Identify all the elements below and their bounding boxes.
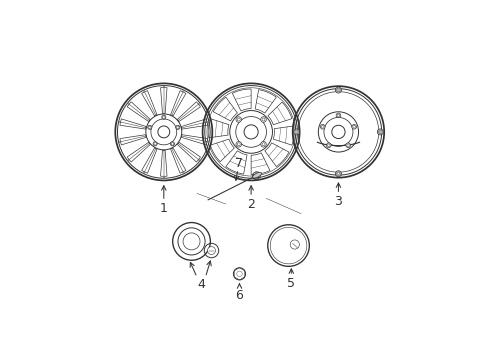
Circle shape xyxy=(183,172,184,174)
Circle shape xyxy=(294,129,299,135)
Circle shape xyxy=(176,125,180,130)
Circle shape xyxy=(171,142,174,146)
Circle shape xyxy=(119,141,120,143)
Circle shape xyxy=(377,129,383,135)
Circle shape xyxy=(148,125,152,130)
Text: 5: 5 xyxy=(287,277,295,290)
Circle shape xyxy=(163,116,165,118)
Circle shape xyxy=(153,142,157,146)
Circle shape xyxy=(148,126,151,129)
Circle shape xyxy=(336,87,342,93)
Circle shape xyxy=(207,121,209,122)
Ellipse shape xyxy=(252,172,262,178)
Text: 4: 4 xyxy=(197,278,205,291)
Circle shape xyxy=(158,126,170,138)
Circle shape xyxy=(337,88,340,92)
Circle shape xyxy=(320,125,325,129)
Circle shape xyxy=(128,159,129,161)
Circle shape xyxy=(321,126,324,128)
Circle shape xyxy=(295,131,297,133)
Circle shape xyxy=(171,143,174,145)
Text: 7: 7 xyxy=(235,157,243,170)
Circle shape xyxy=(336,171,342,177)
Circle shape xyxy=(163,177,165,178)
Circle shape xyxy=(326,143,331,148)
Circle shape xyxy=(237,143,240,146)
Circle shape xyxy=(378,130,382,134)
Circle shape xyxy=(244,125,258,139)
Circle shape xyxy=(338,173,340,175)
Circle shape xyxy=(338,89,340,91)
Circle shape xyxy=(290,240,299,249)
Circle shape xyxy=(261,141,266,147)
Circle shape xyxy=(332,125,345,139)
Circle shape xyxy=(176,126,179,129)
Circle shape xyxy=(337,114,340,117)
Circle shape xyxy=(144,90,145,92)
Text: 1: 1 xyxy=(160,202,168,215)
Circle shape xyxy=(183,90,184,92)
Circle shape xyxy=(379,131,381,133)
Circle shape xyxy=(237,118,240,121)
Circle shape xyxy=(208,247,216,255)
Circle shape xyxy=(346,143,350,148)
Text: 6: 6 xyxy=(236,289,244,302)
Circle shape xyxy=(207,141,209,143)
Circle shape xyxy=(337,172,340,176)
Circle shape xyxy=(261,117,266,122)
Circle shape xyxy=(237,271,242,276)
Circle shape xyxy=(262,143,265,146)
Circle shape xyxy=(119,121,120,122)
Circle shape xyxy=(352,125,356,129)
Circle shape xyxy=(198,103,200,104)
Circle shape xyxy=(336,113,341,118)
Circle shape xyxy=(163,86,165,87)
Text: 2: 2 xyxy=(247,198,255,211)
Circle shape xyxy=(327,144,330,147)
Text: 3: 3 xyxy=(335,195,343,208)
Circle shape xyxy=(295,130,298,134)
Circle shape xyxy=(236,141,242,147)
Circle shape xyxy=(144,172,145,174)
Circle shape xyxy=(154,143,156,145)
Circle shape xyxy=(162,115,166,119)
Circle shape xyxy=(198,159,200,161)
Circle shape xyxy=(236,117,242,122)
Circle shape xyxy=(183,233,200,250)
Circle shape xyxy=(262,118,265,121)
Circle shape xyxy=(353,126,355,128)
Circle shape xyxy=(347,144,349,147)
Circle shape xyxy=(128,103,129,104)
